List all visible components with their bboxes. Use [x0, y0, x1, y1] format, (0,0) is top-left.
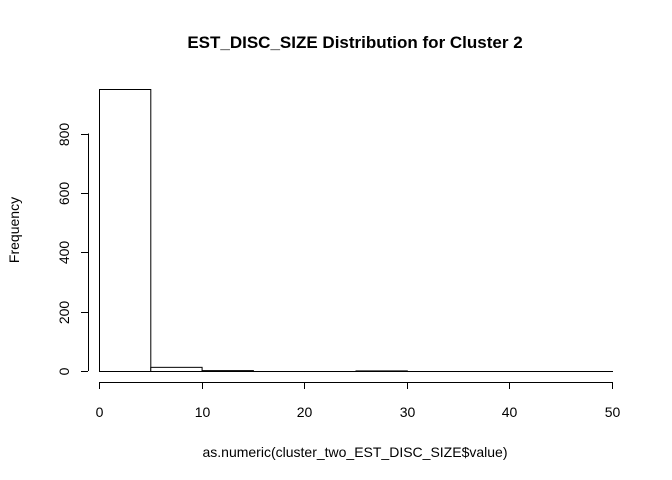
y-tick-label-1: 200	[56, 301, 72, 325]
x-tick-label-3: 30	[400, 404, 416, 420]
x-axis: 0 10 20 30 40 50	[96, 382, 621, 420]
bars-group	[99, 89, 614, 373]
x-tick-label-1: 10	[195, 404, 211, 420]
y-tick-label-0: 0	[56, 367, 72, 375]
x-tick-label-2: 20	[297, 404, 313, 420]
chart-title: EST_DISC_SIZE Distribution for Cluster 2	[187, 33, 522, 52]
x-axis-label: as.numeric(cluster_two_EST_DISC_SIZE$val…	[202, 444, 507, 460]
histogram-bar-2	[201, 370, 254, 372]
y-axis-label: Frequency	[6, 197, 22, 263]
histogram-bar-1	[150, 366, 203, 372]
y-tick-label-3: 600	[56, 182, 72, 206]
histogram-bar-0	[99, 89, 152, 372]
y-tick-label-4: 800	[56, 123, 72, 147]
x-tick-label-4: 40	[502, 404, 518, 420]
y-axis: 0 200 400 600 800	[56, 123, 89, 375]
y-tick-label-2: 400	[56, 241, 72, 265]
histogram-bar-5	[355, 370, 408, 372]
x-tick-label-5: 50	[605, 404, 621, 420]
x-tick-label-0: 0	[96, 404, 104, 420]
